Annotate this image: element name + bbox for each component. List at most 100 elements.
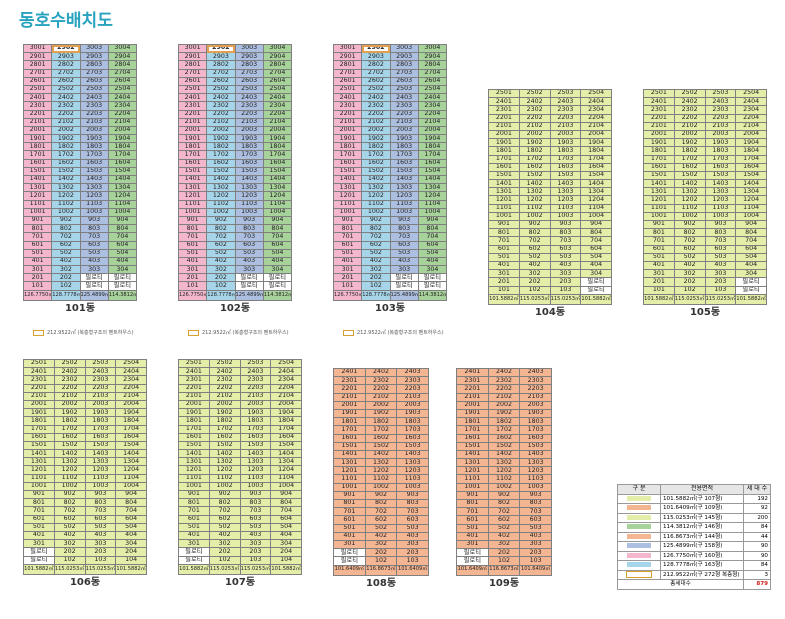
unit-cell: 901 bbox=[456, 490, 489, 501]
unit-cell: 1404 bbox=[107, 174, 138, 185]
legend-swatch bbox=[627, 524, 651, 530]
floor-row: 1201 1202 1203 1204 bbox=[23, 465, 147, 475]
unit-cell: 904 bbox=[417, 215, 448, 226]
unit-cell: 1501 bbox=[178, 440, 210, 451]
unit-cell: 804 bbox=[107, 224, 138, 234]
unit-cell: 1401 bbox=[178, 449, 210, 459]
area-cell: 101.6409㎡ bbox=[519, 564, 552, 576]
unit-cell: 1901 bbox=[456, 408, 489, 419]
unit-cell: 603 bbox=[389, 240, 419, 250]
area-cell: 115.0253㎡ bbox=[673, 293, 706, 305]
floor-row: 2301 2302 2303 2304 bbox=[23, 375, 147, 385]
floor-row: 1601 1602 1603 1604 bbox=[22, 158, 138, 168]
floor-row: 801 802 803 804 bbox=[178, 498, 302, 508]
floor-row: 701 702 703 bbox=[456, 507, 552, 517]
unit-cell: 903 bbox=[519, 490, 552, 501]
unit-cell: 501 bbox=[456, 523, 489, 533]
floor-row: 701 702 703 704 bbox=[332, 232, 448, 242]
floor-row: 1001 1002 1003 bbox=[456, 482, 552, 492]
unit-cell: 1901 bbox=[178, 408, 210, 418]
floor-row: 701 702 703 704 bbox=[22, 232, 138, 242]
building-name: 109동 bbox=[488, 577, 520, 589]
floor-row: 401 402 403 404 bbox=[643, 260, 767, 271]
floor-row: 1701 1702 1703 bbox=[456, 425, 552, 435]
unit-cell: 2102 bbox=[518, 121, 551, 131]
legend-swatch-cell bbox=[617, 512, 661, 523]
unit-cell: 2101 bbox=[177, 117, 208, 127]
unit-cell: 1902 bbox=[518, 138, 551, 148]
unit-cell: 1002 bbox=[518, 211, 551, 222]
unit-cell: 601 bbox=[23, 514, 55, 524]
unit-cell: 604 bbox=[580, 244, 612, 254]
unit-cell: 1102 bbox=[208, 473, 241, 483]
unit-cell: 2502 bbox=[51, 84, 81, 95]
unit-cell: 2402 bbox=[208, 367, 241, 377]
legend-area: 101.6409㎡(구 109형) bbox=[660, 503, 744, 514]
unit-cell: 401 bbox=[643, 260, 675, 271]
unit-cell: 2901 bbox=[22, 52, 53, 62]
unit-cell: 802 bbox=[673, 228, 706, 238]
unit-cell: 1301 bbox=[643, 187, 675, 197]
floor-row: 1701 1702 1703 bbox=[333, 425, 429, 435]
unit-cell: 603 bbox=[84, 514, 117, 524]
unit-cell: 1501 bbox=[333, 441, 366, 451]
unit-cell: 2802 bbox=[361, 60, 391, 70]
unit-cell: 2903 bbox=[234, 52, 264, 62]
floor-row: 1401 1402 1403 1404 bbox=[332, 174, 448, 185]
floor-row: 2101 2102 2103 bbox=[333, 392, 429, 402]
piloti-cell: 필로티 bbox=[417, 273, 448, 283]
unit-cell: 601 bbox=[332, 240, 363, 250]
unit-cell: 2404 bbox=[262, 93, 293, 103]
unit-cell: 1501 bbox=[177, 166, 208, 177]
unit-cell: 1302 bbox=[361, 183, 391, 193]
unit-cell: 801 bbox=[488, 228, 520, 238]
unit-cell: 2103 bbox=[84, 391, 117, 401]
unit-cell: 403 bbox=[234, 256, 264, 267]
unit-cell: 1701 bbox=[332, 150, 363, 160]
unit-cell: 302 bbox=[51, 265, 81, 275]
unit-cell: 1601 bbox=[22, 158, 53, 168]
floor-row: 1401 1402 1403 1404 bbox=[643, 179, 767, 189]
piloti-cell: 필로티 bbox=[234, 273, 264, 283]
unit-cell: 2104 bbox=[580, 121, 612, 131]
unit-cell: 2804 bbox=[107, 60, 138, 70]
floor-row: 1101 1102 1103 1104 bbox=[22, 199, 138, 209]
floor-row: 2201 2202 2203 bbox=[333, 384, 429, 394]
legend-swatch-cell bbox=[617, 550, 661, 561]
floor-row: 1201 1202 1203 1204 bbox=[332, 191, 448, 201]
building-name: 104동 bbox=[534, 306, 566, 318]
floor-row: 1801 1802 1803 1804 bbox=[177, 142, 293, 152]
unit-cell: 1403 bbox=[389, 174, 419, 185]
unit-cell: 2403 bbox=[704, 97, 737, 107]
unit-cell: 2403 bbox=[519, 367, 552, 378]
floor-row: 2901 2903 2903 2904 bbox=[22, 52, 138, 62]
unit-cell: 1304 bbox=[262, 183, 293, 193]
unit-cell: 1804 bbox=[270, 416, 302, 426]
unit-cell: 1303 bbox=[234, 183, 264, 193]
unit-cell: 3001 bbox=[177, 43, 208, 54]
unit-cell: 1702 bbox=[518, 154, 551, 164]
unit-cell: 2501 bbox=[332, 84, 363, 95]
unit-cell: 1103 bbox=[519, 474, 552, 484]
unit-cell: 102 bbox=[487, 556, 521, 566]
floor-row: 501 502 503 504 bbox=[332, 248, 448, 258]
floor-row: 401 402 403 404 bbox=[178, 530, 302, 541]
unit-cell: 2801 bbox=[332, 60, 363, 70]
piloti-cell: 필로티 bbox=[79, 273, 109, 283]
unit-cell: 2304 bbox=[115, 375, 147, 385]
unit-cell: 1902 bbox=[361, 134, 391, 144]
unit-cell: 904 bbox=[115, 489, 147, 500]
unit-cell: 2203 bbox=[234, 109, 264, 119]
unit-cell: 302 bbox=[361, 265, 391, 275]
unit-cell: 2003 bbox=[396, 400, 429, 410]
unit-cell: 2002 bbox=[206, 125, 236, 136]
unit-cell: 601 bbox=[22, 240, 53, 250]
unit-cell: 1603 bbox=[704, 162, 737, 172]
unit-cell: 2003 bbox=[389, 125, 419, 136]
unit-cell: 602 bbox=[487, 515, 521, 525]
floor-row: 1901 1902 1903 1904 bbox=[177, 134, 293, 144]
unit-cell: 1401 bbox=[23, 449, 55, 459]
unit-cell: 2302 bbox=[364, 376, 398, 386]
unit-cell: 601 bbox=[178, 514, 210, 524]
unit-cell: 1502 bbox=[487, 441, 521, 451]
